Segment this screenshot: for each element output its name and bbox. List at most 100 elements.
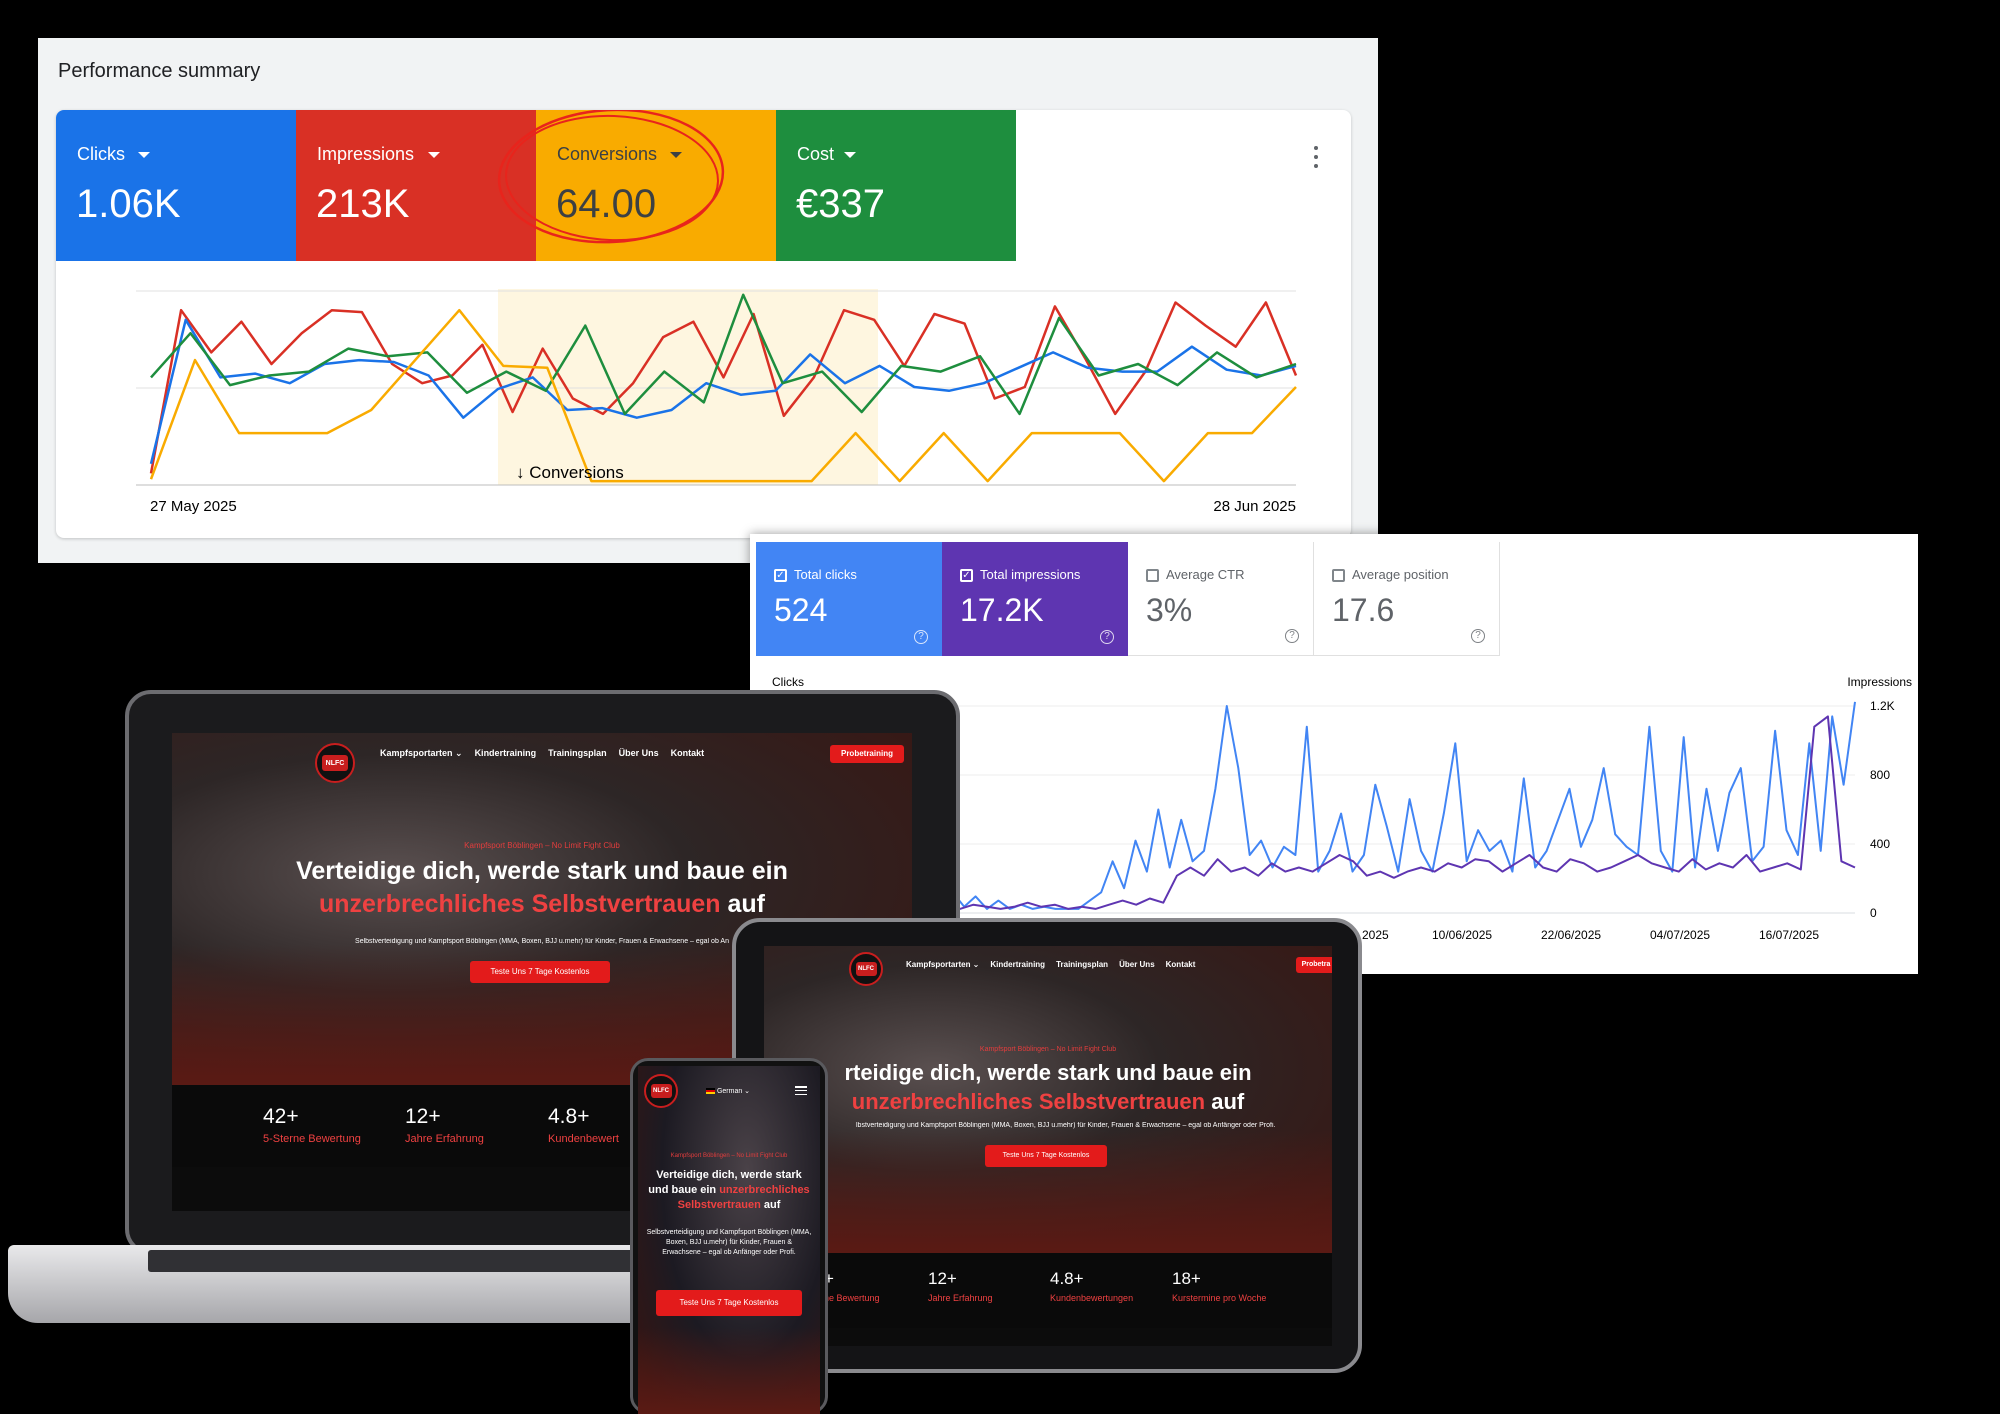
- clicks-label: Clicks: [77, 144, 125, 164]
- right-tick: 400: [1870, 837, 1890, 851]
- checkbox-unchecked-icon[interactable]: [1332, 569, 1345, 582]
- average-position-value: 17.6: [1332, 592, 1395, 628]
- total-clicks-value: 524: [774, 592, 828, 628]
- chart-end-date: 28 Jun 2025: [1213, 498, 1296, 515]
- conversions-label: Conversions: [557, 144, 658, 164]
- checkbox-unchecked-icon[interactable]: [1146, 569, 1159, 582]
- red-circle-annotation: [497, 110, 725, 244]
- dropdown-caret-icon[interactable]: [138, 152, 150, 158]
- nav-item-kampfsportarten[interactable]: Kampfsportarten ⌄: [380, 748, 463, 758]
- german-flag-icon: [706, 1088, 715, 1095]
- x-tick: 22/06/2025: [1541, 928, 1601, 942]
- more-options-icon[interactable]: [1306, 142, 1326, 172]
- hero-eyebrow: Kampfsport Böblingen – No Limit Fight Cl…: [670, 1153, 788, 1159]
- main-navigation: Kampfsportarten ⌄ Kindertraining Trainin…: [380, 748, 704, 759]
- right-tick: 0: [1870, 906, 1877, 920]
- probetraining-button[interactable]: Probetra: [1296, 957, 1332, 973]
- probetraining-button[interactable]: Probetraining: [830, 745, 904, 763]
- nav-item-trainingsplan[interactable]: Trainingsplan: [1056, 960, 1109, 969]
- club-logo[interactable]: NLFC: [849, 952, 883, 986]
- stat-item: 18+ Kurstermine pro Woche: [1172, 1269, 1267, 1303]
- hero-eyebrow: Kampfsport Böblingen – No Limit Fight Cl…: [979, 1046, 1117, 1053]
- language-selector[interactable]: German ⌄: [706, 1087, 750, 1095]
- cost-label: Cost: [797, 144, 835, 164]
- total-impressions-tile[interactable]: ✓ Total impressions 17.2K ?: [942, 542, 1128, 656]
- nav-item-ueber-uns[interactable]: Über Uns: [618, 748, 659, 758]
- ads-performance-panel: Performance summary Clicks 1.06K Impress…: [38, 38, 1378, 563]
- ads-series-line-2: [150, 293, 1297, 416]
- nav-item-kontakt[interactable]: Kontakt: [1165, 960, 1196, 969]
- dropdown-caret-icon[interactable]: [844, 152, 856, 158]
- main-navigation: Kampfsportarten ⌄ Kindertraining Trainin…: [906, 960, 1195, 969]
- dropdown-caret-icon[interactable]: [670, 152, 682, 158]
- stat-item: 4.8+ Kundenbewert: [548, 1105, 619, 1145]
- average-ctr-label: Average CTR: [1166, 567, 1245, 582]
- trial-cta-button[interactable]: Teste Uns 7 Tage Kostenlos: [656, 1290, 802, 1316]
- tablet-website-screen: NLFC Kampfsportarten ⌄ Kindertraining Tr…: [764, 946, 1332, 1346]
- stat-item: 4.8+ Kundenbewertungen: [1050, 1269, 1134, 1303]
- x-tick: 04/07/2025: [1650, 928, 1710, 942]
- ads-series-line-1: [149, 318, 1297, 465]
- hero-subtext: lbstverteidigung und Kampfsport Böblinge…: [856, 1122, 1276, 1129]
- nav-item-kontakt[interactable]: Kontakt: [670, 748, 705, 758]
- conversions-highlight-band: [498, 289, 878, 485]
- clicks-tile[interactable]: Clicks 1.06K: [56, 110, 296, 261]
- hero-subtext: Selbstverteidigung und Kampfsport Böblin…: [355, 938, 729, 945]
- cost-value: €337: [796, 182, 885, 226]
- hero-eyebrow: Kampfsport Böblingen – No Limit Fight Cl…: [464, 841, 620, 850]
- impressions-tile[interactable]: Impressions 213K: [296, 110, 536, 261]
- checkbox-checked-icon[interactable]: ✓: [774, 569, 787, 582]
- average-ctr-value: 3%: [1146, 592, 1193, 628]
- x-tick: 10/06/2025: [1432, 928, 1492, 942]
- help-icon[interactable]: ?: [914, 630, 928, 644]
- arrow-down-icon: ↓: [516, 463, 529, 482]
- nav-item-kindertraining[interactable]: Kindertraining: [474, 748, 537, 758]
- club-logo[interactable]: NLFC: [315, 743, 355, 783]
- left-axis-title: Clicks: [772, 675, 804, 689]
- average-position-tile[interactable]: Average position 17.6 ?: [1314, 542, 1500, 656]
- total-impressions-label: Total impressions: [980, 567, 1081, 582]
- total-clicks-tile[interactable]: ✓ Total clicks 524 ?: [756, 542, 942, 656]
- conversions-tile[interactable]: Conversions 64.00: [497, 110, 776, 261]
- conversions-value: 64.00: [556, 182, 657, 226]
- help-icon[interactable]: ?: [1471, 629, 1485, 643]
- stat-item: 12+ Jahre Erfahrung: [405, 1105, 484, 1145]
- hero-subtext: Selbstverteidigung und Kampfsport Böblin…: [646, 1229, 812, 1256]
- trial-cta-button[interactable]: Teste Uns 7 Tage Kostenlos: [985, 1145, 1107, 1167]
- clicks-value: 1.06K: [76, 182, 181, 226]
- trial-cta-button[interactable]: Teste Uns 7 Tage Kostenlos: [470, 961, 610, 983]
- phone-website-screen: NLFC German ⌄ Kampfsport Böblingen – No …: [638, 1066, 820, 1414]
- x-tick: 16/07/2025: [1759, 928, 1819, 942]
- hero-headline: Verteidige dich, werde stark und baue ei…: [296, 857, 788, 918]
- dropdown-caret-icon[interactable]: [428, 152, 440, 158]
- average-ctr-tile[interactable]: Average CTR 3% ?: [1128, 542, 1314, 656]
- nav-item-kindertraining[interactable]: Kindertraining: [990, 960, 1046, 969]
- performance-summary-card: Clicks 1.06K Impressions 213K Conversion…: [56, 110, 1351, 538]
- x-tick: 2025: [1362, 928, 1389, 942]
- impressions-value: 213K: [316, 182, 410, 226]
- right-tick: 1.2K: [1870, 699, 1895, 713]
- help-icon[interactable]: ?: [1100, 630, 1114, 644]
- right-tick: 800: [1870, 768, 1890, 782]
- nav-item-ueber-uns[interactable]: Über Uns: [1119, 960, 1155, 969]
- hero-headline: rteidige dich, werde stark und baue ein u…: [844, 1060, 1252, 1114]
- hero-headline: Verteidige dich, werde stark und baue ei…: [648, 1169, 810, 1211]
- total-impressions-value: 17.2K: [960, 592, 1044, 628]
- total-clicks-label: Total clicks: [794, 567, 857, 582]
- impressions-label: Impressions: [317, 144, 415, 164]
- ads-series-line-3: [149, 308, 1297, 483]
- hamburger-menu-icon[interactable]: [795, 1086, 807, 1095]
- performance-summary-title: Performance summary: [58, 60, 261, 82]
- club-logo[interactable]: NLFC: [644, 1074, 678, 1108]
- nav-item-kampfsportarten[interactable]: Kampfsportarten ⌄: [906, 960, 980, 969]
- cost-tile[interactable]: Cost €337: [776, 110, 1016, 261]
- checkbox-checked-icon[interactable]: ✓: [960, 569, 973, 582]
- help-icon[interactable]: ?: [1285, 629, 1299, 643]
- ads-series-line-0: [149, 301, 1298, 474]
- stat-item: + ne Bewertung: [824, 1269, 880, 1303]
- conversions-selection-label[interactable]: ↓ Conversions: [516, 463, 624, 482]
- ads-performance-chart: ↓ Conversions 27 May 2025 28 Jun 2025: [136, 289, 1298, 515]
- average-position-label: Average position: [1352, 567, 1449, 582]
- stat-item: 12+ Jahre Erfahrung: [928, 1269, 993, 1303]
- nav-item-trainingsplan[interactable]: Trainingsplan: [548, 748, 607, 758]
